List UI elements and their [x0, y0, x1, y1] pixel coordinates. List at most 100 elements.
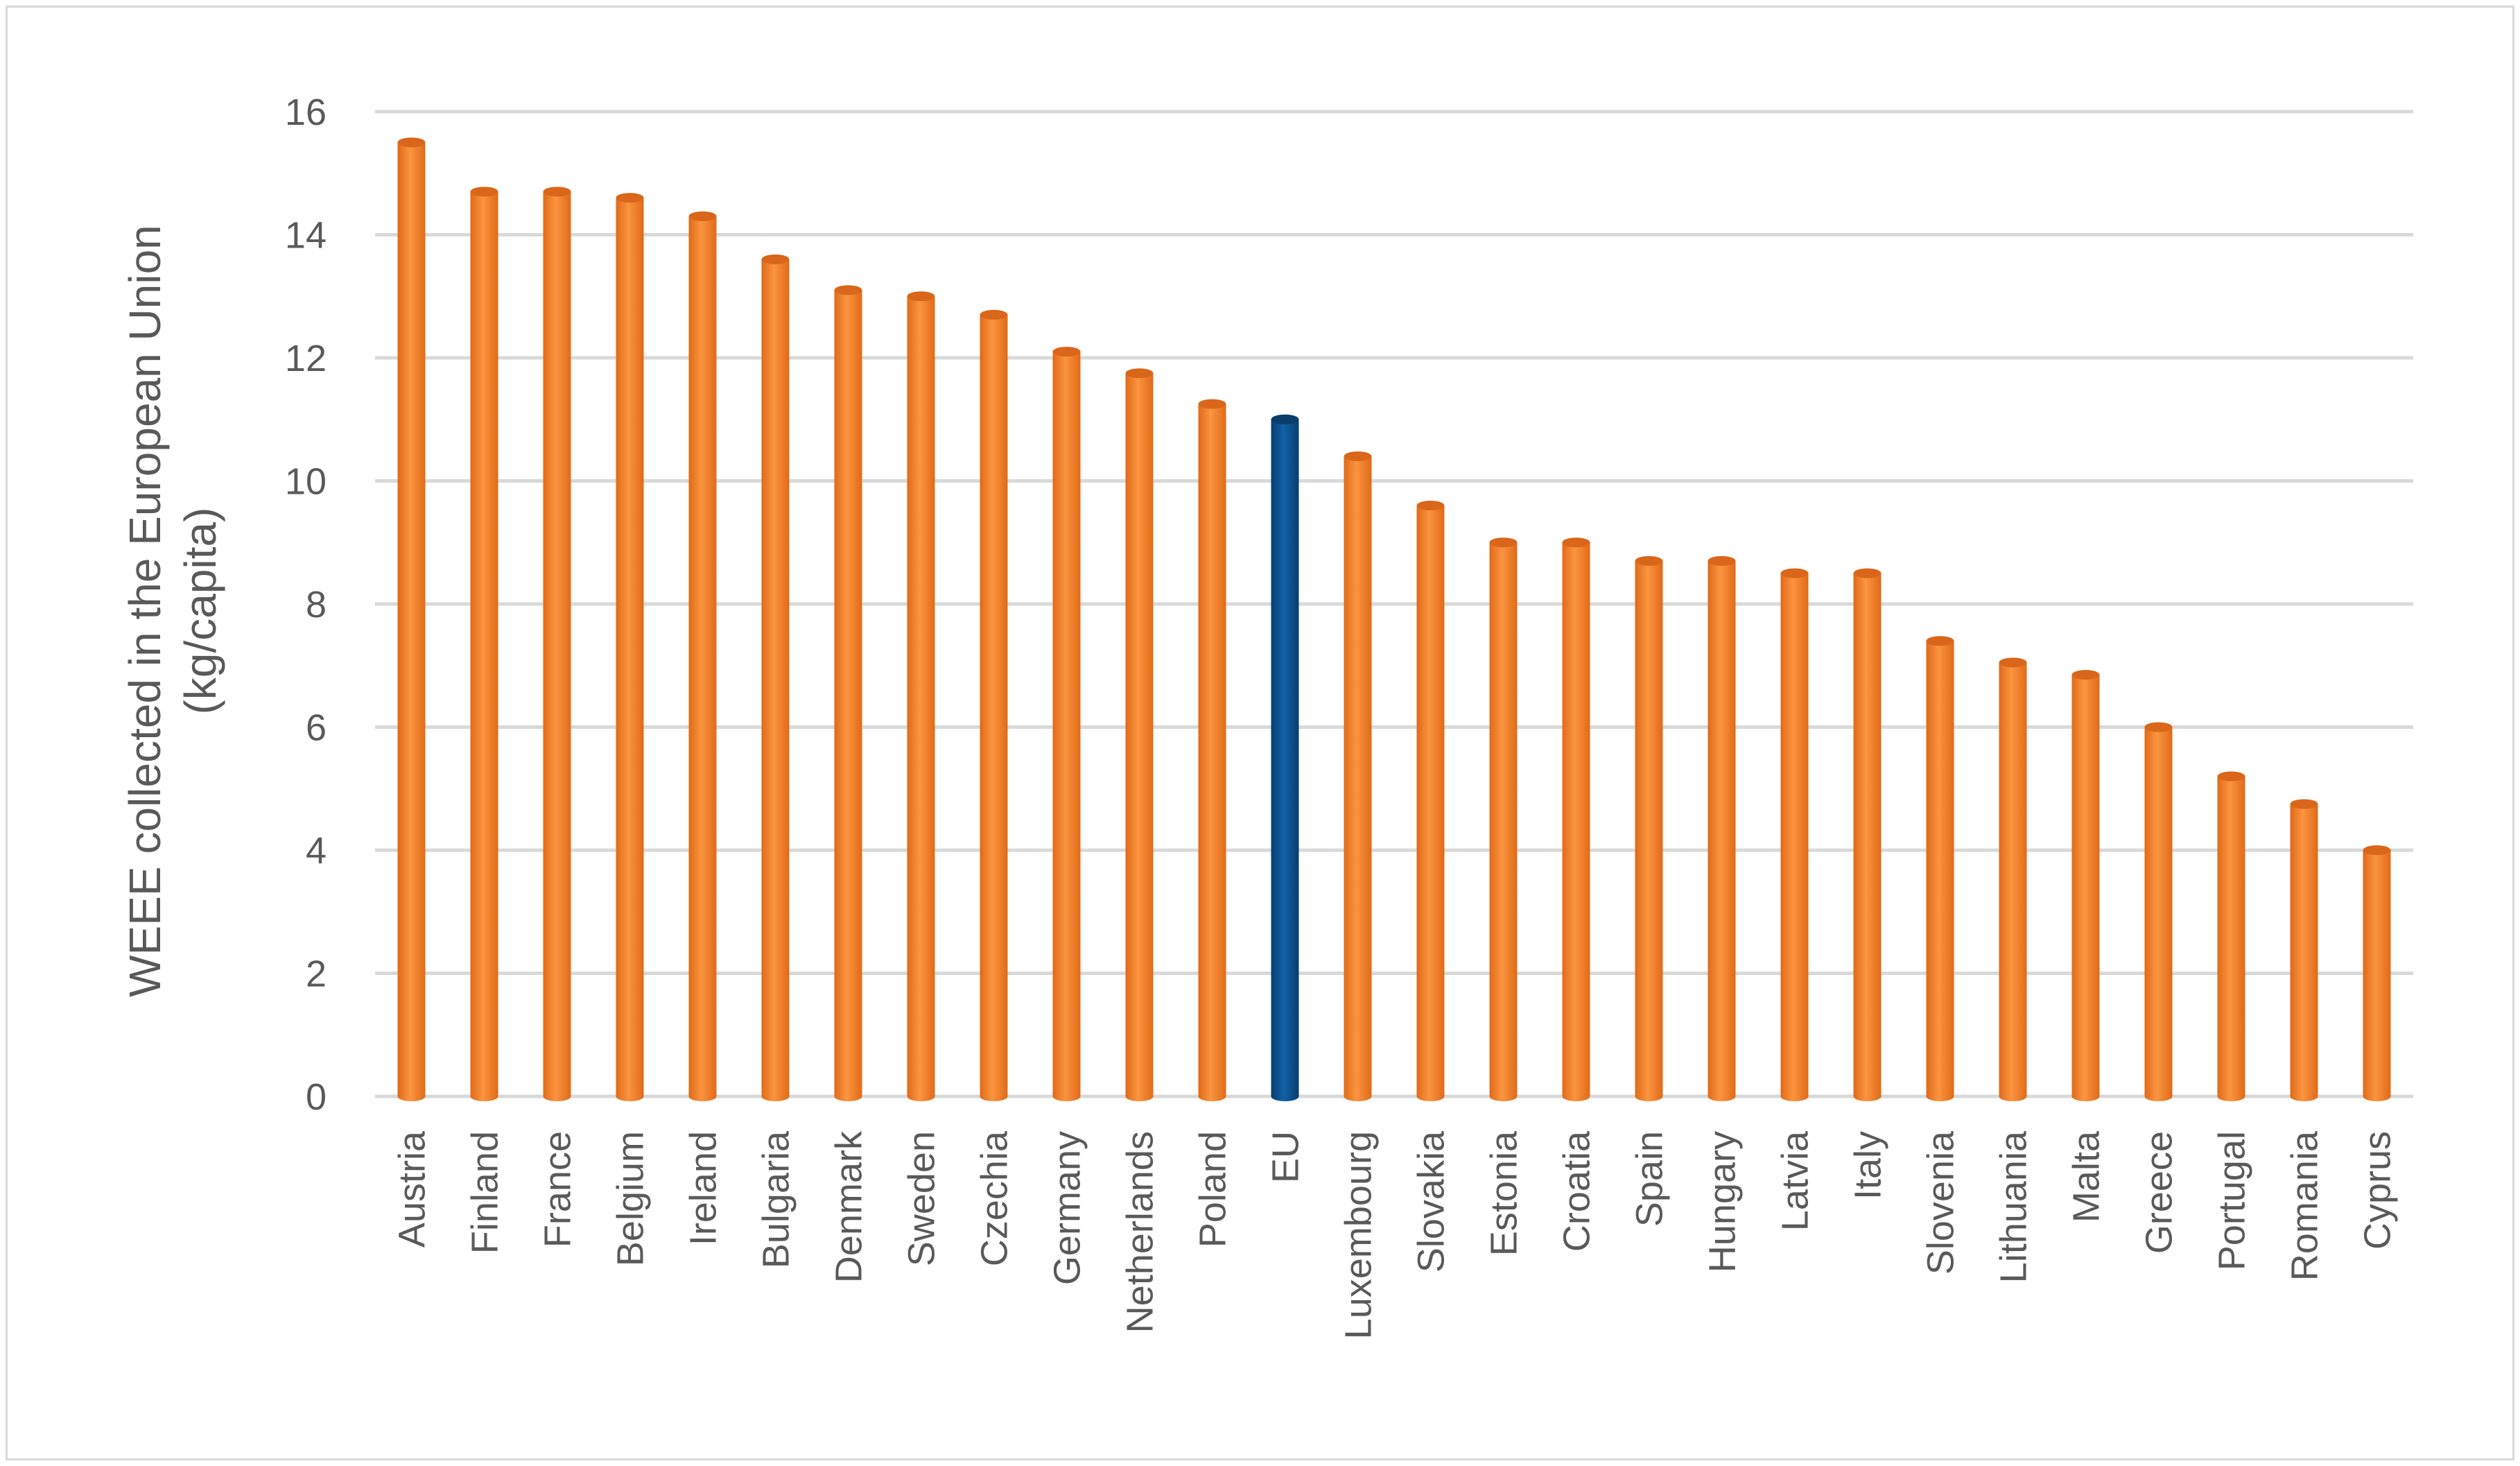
- bar-ireland: [688, 211, 717, 1101]
- bar-body: [761, 259, 790, 1096]
- x-axis-labels: Austria Finland France Belgium Ireland Bulgar…: [392, 1130, 2399, 1339]
- bar-base: [1999, 1092, 2027, 1101]
- x-tick-label: Malta: [2066, 1130, 2108, 1223]
- bar-base: [1853, 1092, 1882, 1101]
- bar-romania: [2290, 799, 2318, 1101]
- bar-hungary: [1707, 555, 1736, 1101]
- y-tick-label: 10: [285, 461, 327, 503]
- bar-italy: [1853, 568, 1882, 1101]
- bar-top: [761, 255, 790, 264]
- x-tick-label: Germany: [1047, 1131, 1088, 1285]
- bar-germany: [1052, 347, 1081, 1101]
- bar-greece: [2144, 722, 2173, 1101]
- bar-belgium: [616, 193, 644, 1101]
- y-axis-title-line1: WEEE collected in the European Union: [120, 225, 170, 997]
- bar-base: [616, 1092, 644, 1101]
- bar-malta: [2071, 670, 2100, 1101]
- x-tick-label: Latvia: [1775, 1130, 1816, 1231]
- bar-base: [1635, 1092, 1663, 1101]
- bar-base: [2217, 1092, 2245, 1101]
- y-tick-label: 8: [306, 584, 327, 626]
- bar-cyprus: [2363, 845, 2391, 1101]
- bar-body: [2363, 850, 2391, 1096]
- bar-top: [397, 137, 426, 148]
- x-tick-label: Estonia: [1484, 1130, 1525, 1256]
- bar-base: [980, 1092, 1008, 1101]
- y-tick-label: 4: [306, 830, 327, 872]
- bar-bulgaria: [761, 255, 790, 1101]
- bar-body: [1271, 419, 1299, 1096]
- x-tick-label: Ireland: [683, 1131, 724, 1245]
- bar-base: [397, 1092, 426, 1101]
- bar-latvia: [1780, 568, 1809, 1101]
- bar-body: [616, 198, 644, 1096]
- bar-base: [1416, 1092, 1445, 1101]
- bar-base: [761, 1092, 790, 1101]
- bar-top: [2217, 771, 2245, 782]
- bar-luxembourg: [1344, 451, 1372, 1101]
- bar-base: [2071, 1092, 2100, 1101]
- bar-base: [1198, 1092, 1226, 1101]
- bar-body: [2217, 776, 2245, 1096]
- bar-body: [1344, 456, 1372, 1096]
- x-tick-label: Hungary: [1702, 1131, 1744, 1273]
- x-tick-label: Spain: [1629, 1131, 1671, 1227]
- bar-top: [907, 291, 935, 302]
- bar-base: [2363, 1092, 2391, 1101]
- x-tick-label: Poland: [1192, 1131, 1234, 1248]
- bar-body: [1707, 560, 1736, 1096]
- bar-body: [907, 296, 935, 1096]
- bar-body: [834, 290, 862, 1096]
- bar-top: [1635, 555, 1663, 566]
- x-tick-label: Portugal: [2211, 1131, 2253, 1270]
- bar-base: [834, 1092, 862, 1101]
- x-tick-label: Lithuania: [1993, 1130, 2035, 1283]
- bar-top: [2363, 845, 2391, 855]
- x-tick-label: Romania: [2284, 1130, 2326, 1281]
- bars: [397, 137, 2391, 1101]
- bar-top: [1198, 399, 1226, 409]
- bar-base: [907, 1092, 935, 1101]
- bar-slovenia: [1926, 636, 1954, 1101]
- bar-top: [1999, 657, 2027, 668]
- bar-base: [1562, 1092, 1590, 1101]
- bar-body: [397, 142, 426, 1096]
- x-tick-label: Sweden: [901, 1131, 943, 1266]
- bar-body: [1780, 573, 1809, 1096]
- bar-base: [1780, 1092, 1809, 1101]
- bar-body: [1416, 506, 1445, 1096]
- bar-top: [1489, 537, 1518, 548]
- x-tick-label: Denmark: [828, 1130, 870, 1283]
- bar-portugal: [2217, 771, 2245, 1101]
- x-tick-label: Greece: [2139, 1131, 2180, 1254]
- bar-body: [2071, 675, 2100, 1096]
- bar-top: [470, 187, 498, 197]
- bar-top: [543, 187, 571, 197]
- bar-top: [1853, 568, 1882, 578]
- bar-body: [1635, 560, 1663, 1096]
- bar-top: [1344, 451, 1372, 461]
- bar-top: [2071, 670, 2100, 680]
- bar-base: [1271, 1092, 1299, 1101]
- x-tick-label: Netherlands: [1120, 1131, 1161, 1333]
- bar-base: [688, 1092, 717, 1101]
- bar-top: [1125, 368, 1154, 379]
- bar-base: [1125, 1092, 1154, 1101]
- bar-top: [2290, 799, 2318, 809]
- bar-body: [1489, 542, 1518, 1096]
- y-tick-label: 6: [306, 707, 327, 749]
- bar-top: [980, 309, 1008, 320]
- bar-poland: [1198, 399, 1226, 1101]
- bar-base: [1707, 1092, 1736, 1101]
- x-tick-label: Slovakia: [1411, 1130, 1452, 1273]
- x-tick-label: Croatia: [1556, 1130, 1598, 1252]
- bar-top: [688, 211, 717, 221]
- y-axis-title-line2: (kg/capita): [175, 508, 225, 715]
- bar-top: [1562, 537, 1590, 548]
- bar-body: [543, 191, 571, 1096]
- bar-body: [980, 314, 1008, 1096]
- bar-top: [1271, 414, 1299, 424]
- bar-body: [1562, 542, 1590, 1096]
- bar-top: [1052, 347, 1081, 357]
- x-tick-label: Slovenia: [1920, 1130, 1962, 1275]
